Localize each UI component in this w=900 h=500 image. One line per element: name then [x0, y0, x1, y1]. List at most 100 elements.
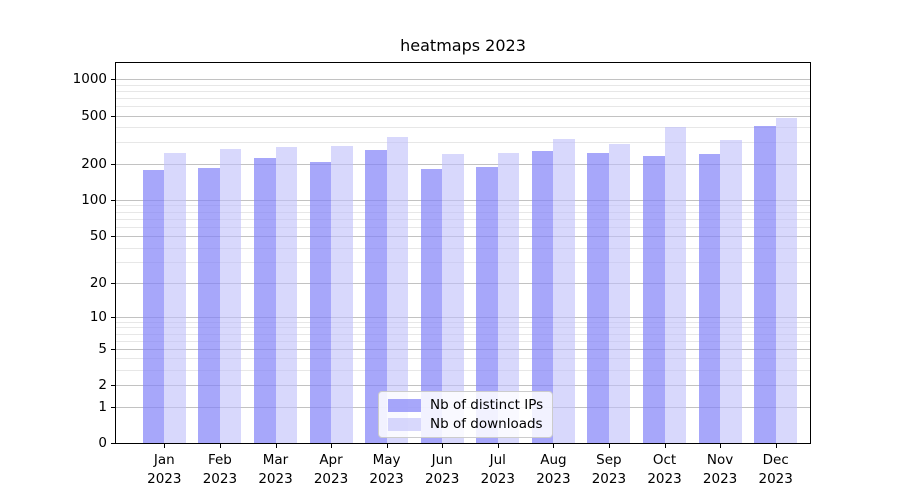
y-tick-mark	[111, 236, 115, 237]
x-tick-label: Jul 2023	[470, 451, 526, 489]
x-tick-label: Oct 2023	[637, 451, 693, 489]
x-tick-mark	[664, 444, 666, 448]
bar-nb-of-distinct-ips	[198, 168, 220, 444]
x-tick-label-year: 2023	[369, 471, 404, 487]
bar-nb-of-distinct-ips	[643, 155, 665, 444]
y-tick-label: 10	[89, 308, 107, 325]
bar-nb-of-distinct-ips	[420, 168, 443, 444]
bar-nb-of-downloads	[497, 153, 520, 444]
x-tick-label-year: 2023	[758, 471, 793, 487]
x-tick-label-month: May	[372, 452, 401, 468]
y-tick-mark	[111, 348, 115, 350]
x-tick-label: May 2023	[359, 451, 415, 489]
y-gridline-minor	[115, 97, 811, 99]
y-tick-label: 1	[98, 398, 107, 415]
y-tick-mark	[111, 406, 115, 408]
bar-nb-of-distinct-ips	[142, 169, 165, 444]
x-tick-label-year: 2023	[258, 471, 293, 487]
y-gridline	[115, 79, 811, 80]
x-tick-label-month: Sep	[596, 452, 622, 468]
x-tick-label-month: Apr	[319, 452, 343, 468]
x-tick-label-year: 2023	[313, 471, 349, 487]
x-tick-label: Jan 2023	[136, 451, 192, 489]
y-tick-mark	[111, 316, 115, 318]
bar-nb-of-downloads	[275, 146, 297, 444]
x-tick-label-month: Oct	[652, 452, 677, 468]
x-tick-label: Apr 2023	[303, 451, 359, 489]
x-tick-mark	[775, 444, 777, 448]
x-tick-label-year: 2023	[147, 471, 182, 487]
y-tick-mark	[111, 115, 115, 117]
x-tick-label-year: 2023	[536, 471, 571, 487]
x-tick-mark	[608, 444, 610, 448]
x-tick-label-month: Jul	[489, 452, 506, 468]
x-tick-mark	[497, 444, 499, 448]
x-tick-label: Nov 2023	[692, 451, 748, 489]
y-tick-mark	[111, 282, 115, 284]
bar-nb-of-distinct-ips	[476, 167, 498, 444]
legend-swatch-downloads	[388, 417, 421, 431]
y-gridline-minor	[115, 127, 811, 129]
y-tick-label: 1000	[72, 71, 107, 87]
y-tick-mark	[111, 163, 115, 165]
bar-nb-of-distinct-ips	[254, 157, 276, 444]
bar-nb-of-distinct-ips	[531, 150, 554, 444]
y-tick-mark	[111, 385, 115, 387]
legend-swatch-distinct-ips	[388, 398, 421, 412]
x-tick-mark	[553, 444, 555, 448]
x-tick-label-month: Dec	[762, 452, 789, 468]
y-gridline-minor	[115, 142, 811, 144]
chart-title: heatmaps 2023	[400, 36, 526, 55]
x-tick-label-month: Aug	[540, 452, 567, 468]
y-tick-label: 0	[98, 435, 107, 452]
y-tick-mark	[111, 79, 115, 80]
x-tick-label-year: 2023	[202, 471, 238, 487]
y-tick-label: 5	[98, 340, 107, 357]
y-gridline-minor	[115, 84, 811, 86]
y-tick-mark	[111, 443, 115, 445]
legend-item-distinct-ips: Nb of distinct IPs	[388, 397, 543, 413]
bar-nb-of-distinct-ips	[587, 153, 609, 444]
y-tick-label: 500	[81, 107, 107, 124]
x-tick-label-year: 2023	[425, 471, 460, 487]
y-gridline-minor	[115, 90, 811, 92]
legend: Nb of distinct IPs Nb of downloads	[378, 391, 554, 438]
x-tick-label: Sep 2023	[581, 451, 637, 489]
bar-nb-of-downloads	[164, 152, 186, 444]
y-tick-mark	[111, 199, 115, 201]
bar-nb-of-distinct-ips	[365, 149, 387, 444]
x-tick-label-year: 2023	[591, 471, 627, 487]
legend-label-downloads: Nb of downloads	[430, 416, 543, 432]
legend-item-downloads: Nb of downloads	[388, 416, 543, 432]
x-tick-label-month: Mar	[262, 452, 289, 468]
y-gridline-minor	[115, 105, 811, 107]
x-tick-label-month: Jan	[153, 452, 175, 468]
bar-nb-of-downloads	[386, 137, 409, 444]
bar-nb-of-downloads	[720, 140, 742, 444]
x-tick-label: Dec 2023	[748, 451, 804, 489]
x-tick-label-month: Jun	[431, 452, 453, 468]
x-tick-label-year: 2023	[647, 471, 682, 487]
x-tick-label: Mar 2023	[248, 451, 304, 489]
x-tick-label-year: 2023	[480, 471, 515, 487]
y-gridline	[115, 115, 811, 117]
x-tick-label-month: Nov	[706, 452, 734, 468]
bar-nb-of-downloads	[442, 153, 464, 444]
x-tick-mark	[386, 444, 388, 448]
bar-nb-of-distinct-ips	[754, 125, 776, 444]
x-tick-label-month: Feb	[207, 452, 232, 468]
x-tick-mark	[331, 444, 332, 448]
bar-nb-of-downloads	[775, 118, 798, 444]
x-tick-mark	[219, 444, 221, 448]
x-tick-label: Feb 2023	[192, 451, 248, 489]
bar-nb-of-downloads	[664, 127, 686, 444]
y-tick-label: 100	[81, 191, 107, 208]
bar-nb-of-downloads	[608, 144, 631, 444]
y-tick-label: 20	[89, 274, 107, 291]
x-tick-mark	[275, 444, 277, 448]
y-tick-label: 2	[98, 377, 107, 394]
bar-nb-of-distinct-ips	[309, 161, 331, 444]
y-tick-label: 50	[89, 228, 107, 244]
x-tick-label-year: 2023	[702, 471, 738, 487]
